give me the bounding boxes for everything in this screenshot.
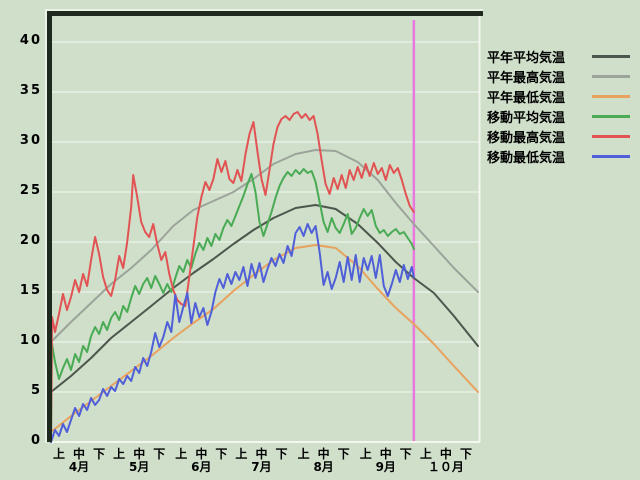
x-tick-label-13: 中: [317, 447, 330, 461]
y-tick-label-35: 35: [19, 83, 42, 98]
legend-label: 移動平均気温: [487, 110, 566, 126]
month-label: 5月: [129, 460, 150, 474]
legend-line-swatch: [592, 114, 630, 118]
x-tick-label-6: 上: [175, 447, 188, 461]
y-tick-label-5: 5: [30, 383, 42, 398]
y-tick-label-20: 20: [19, 233, 42, 248]
x-tick-label-14: 下: [337, 447, 350, 461]
series-line-moving_max: [50, 111, 415, 443]
x-tick-label-15: 上: [359, 447, 372, 461]
month-label: 9月: [375, 460, 396, 474]
x-tick-label-10: 中: [255, 447, 268, 461]
x-tick-label-18: 上: [419, 447, 432, 461]
month-label: 4月: [68, 460, 90, 474]
x-tick-label-11: 下: [275, 447, 288, 461]
x-tick-label-1: 中: [73, 447, 86, 461]
month-label: 7月: [251, 460, 272, 474]
y-tick-label-15: 15: [19, 283, 42, 298]
axis-highlight-top: [45, 9, 483, 11]
legend-line-swatch: [592, 94, 630, 98]
legend-item-moving_min: 移動最低気温: [487, 146, 630, 166]
month-label: 8月: [313, 460, 334, 474]
x-tick-label-7: 中: [195, 447, 208, 461]
x-tick-label-12: 上: [297, 447, 310, 461]
x-tick-label-20: 下: [459, 447, 472, 461]
legend-label: 平年最低気温: [487, 90, 566, 106]
y-tick-label-25: 25: [19, 183, 42, 198]
series-line-normal_min: [50, 244, 479, 433]
y-tick-label-40: 40: [19, 33, 42, 48]
x-axis-top-bar: [47, 11, 483, 16]
legend-item-normal_avg: 平年平均気温: [487, 46, 630, 66]
legend-line-swatch: [592, 134, 630, 138]
x-tick-label-16: 中: [379, 447, 392, 461]
x-tick-label-9: 上: [235, 447, 248, 461]
x-tick-label-4: 中: [133, 447, 146, 461]
x-tick-label-8: 下: [215, 447, 228, 461]
y-tick-label-10: 10: [19, 333, 42, 348]
legend-line-swatch: [592, 74, 630, 78]
month-label: １０月: [427, 460, 464, 474]
series-line-moving_min: [50, 223, 415, 443]
x-tick-label-0: 上: [53, 447, 66, 461]
legend-label: 移動最低気温: [487, 150, 566, 166]
x-tick-label-5: 下: [153, 447, 166, 461]
legend-line-swatch: [592, 154, 630, 158]
x-tick-label-3: 上: [113, 447, 126, 461]
legend-line-swatch: [592, 54, 630, 58]
month-label: 6月: [191, 460, 212, 474]
x-tick-label-17: 下: [399, 447, 412, 461]
axis-highlight-left: [45, 9, 47, 443]
legend-label: 移動最高気温: [487, 130, 566, 146]
legend-item-normal_min: 平年最低気温: [487, 86, 630, 106]
legend-label: 平年最高気温: [487, 70, 566, 86]
legend: 平年平均気温 平年最高気温 平年最低気温 移動平均気温 移動最高気温 移動最低気温: [487, 46, 630, 166]
y-tick-label-0: 0: [30, 433, 42, 448]
series-line-normal_max: [50, 149, 479, 343]
y-axis-bar: [47, 11, 52, 442]
y-tick-label-30: 30: [19, 133, 42, 148]
legend-item-moving_avg: 移動平均気温: [487, 106, 630, 126]
legend-item-normal_max: 平年最高気温: [487, 66, 630, 86]
legend-item-moving_max: 移動最高気温: [487, 126, 630, 146]
x-tick-label-19: 中: [439, 447, 452, 461]
x-tick-label-2: 下: [93, 447, 106, 461]
legend-label: 平年平均気温: [487, 50, 566, 66]
series-line-moving_avg: [50, 168, 415, 443]
